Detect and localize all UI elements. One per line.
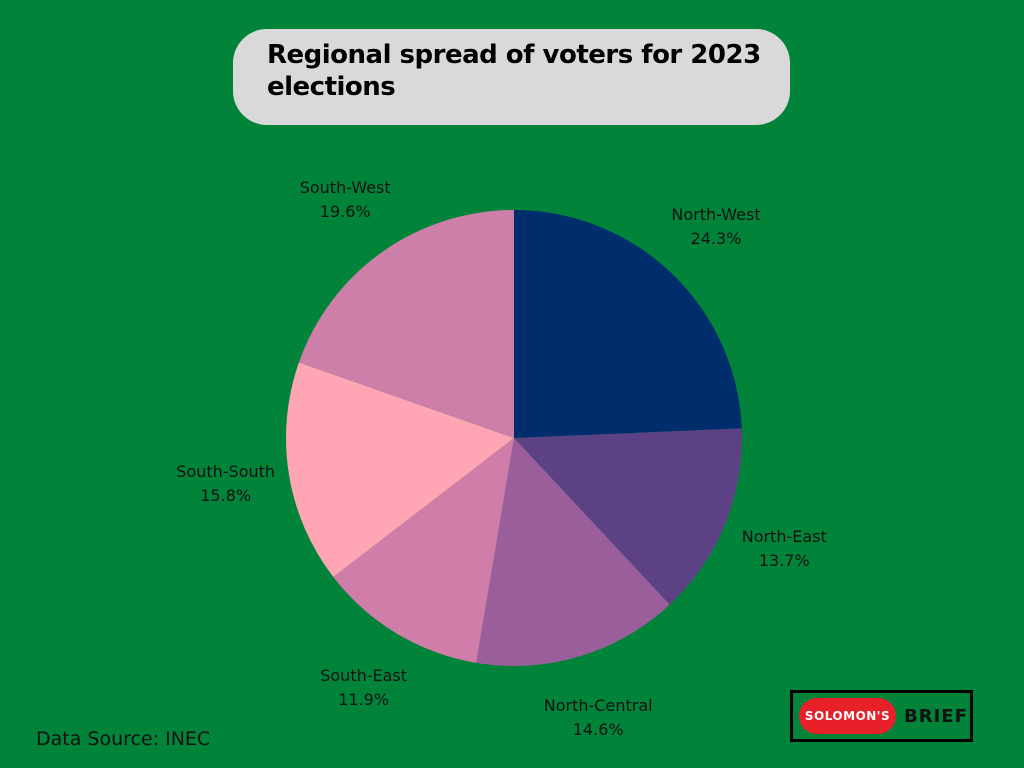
slice-label-north-east: North-East 13.7% — [704, 525, 864, 573]
slice-value-label: 24.3% — [690, 229, 742, 249]
slice-category-label: South-West — [299, 177, 391, 197]
slice-category-label: South-East — [320, 666, 408, 686]
pie-slice-north-west — [514, 210, 742, 438]
title-box: Regional spread of voters for 2023 elect… — [233, 29, 790, 125]
pie-slice-north-central — [476, 438, 670, 667]
slice-category-label: North-East — [741, 526, 827, 546]
slice-value-label: 11.9% — [338, 690, 390, 710]
slice-value-label: 13.7% — [758, 550, 810, 570]
slice-value-label: 14.6% — [572, 719, 624, 739]
slice-label-south-east: South-East 11.9% — [284, 664, 444, 712]
chart-title: Regional spread of voters for 2023 elect… — [267, 40, 761, 102]
brand-pill: SOLOMON'S — [799, 698, 896, 734]
slice-value-label: 19.6% — [319, 201, 371, 221]
slice-value-label: 15.8% — [200, 486, 252, 506]
slice-category-label: North-West — [671, 205, 761, 225]
slice-label-south-south: South-South 15.8% — [146, 460, 306, 508]
pie-slice-south-east — [333, 438, 514, 663]
pie-slice-south-west — [298, 210, 514, 438]
pie-slice-north-east — [514, 428, 742, 605]
brand-word: BRIEF — [904, 705, 968, 727]
slice-label-north-west: North-West 24.3% — [636, 203, 796, 251]
brand-logo: SOLOMON'S BRIEF — [790, 690, 973, 742]
slice-category-label: North-Central — [543, 695, 653, 715]
slice-category-label: South-South — [176, 462, 276, 482]
slice-label-south-west: South-West 19.6% — [265, 176, 425, 224]
slice-label-north-central: North-Central 14.6% — [518, 694, 678, 742]
pie-slice-south-south — [285, 362, 514, 578]
source-note: Data Source: INEC — [36, 728, 211, 750]
